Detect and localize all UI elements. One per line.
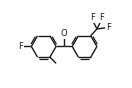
Text: O: O <box>61 29 67 38</box>
Text: F: F <box>18 42 23 51</box>
Text: F: F <box>106 23 111 32</box>
Text: F: F <box>99 13 104 22</box>
Text: F: F <box>90 13 95 22</box>
